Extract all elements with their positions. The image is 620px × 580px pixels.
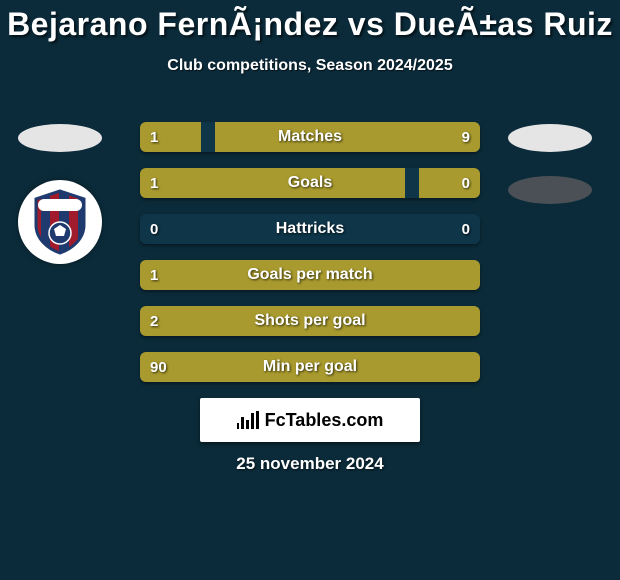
stat-label: Min per goal bbox=[140, 352, 480, 382]
fctables-logo: FcTables.com bbox=[200, 398, 420, 442]
shield-icon bbox=[32, 189, 88, 255]
stat-label: Goals bbox=[140, 168, 480, 198]
left-player-oval bbox=[18, 124, 102, 152]
page-title: Bejarano FernÃ¡ndez vs DueÃ±as Ruiz bbox=[0, 0, 620, 43]
stat-label: Matches bbox=[140, 122, 480, 152]
bars-icon bbox=[237, 411, 259, 429]
stats-panel: 19Matches 10Goals 00Hattricks 1Goals per ma… bbox=[140, 122, 480, 398]
footer-logo-text: FcTables.com bbox=[265, 410, 384, 431]
stat-row: 1Goals per match bbox=[140, 260, 480, 290]
stat-row: 00Hattricks bbox=[140, 214, 480, 244]
left-club-badge bbox=[18, 180, 102, 264]
stat-row: 90Min per goal bbox=[140, 352, 480, 382]
right-player-oval bbox=[508, 124, 592, 152]
date-label: 25 november 2024 bbox=[0, 454, 620, 474]
page-subtitle: Club competitions, Season 2024/2025 bbox=[0, 57, 620, 75]
stat-row: 19Matches bbox=[140, 122, 480, 152]
stat-label: Hattricks bbox=[140, 214, 480, 244]
comparison-infographic: Bejarano FernÃ¡ndez vs DueÃ±as Ruiz Club… bbox=[0, 0, 620, 580]
stat-row: 10Goals bbox=[140, 168, 480, 198]
stat-row: 2Shots per goal bbox=[140, 306, 480, 336]
stat-label: Shots per goal bbox=[140, 306, 480, 336]
stat-label: Goals per match bbox=[140, 260, 480, 290]
right-club-oval bbox=[508, 176, 592, 204]
